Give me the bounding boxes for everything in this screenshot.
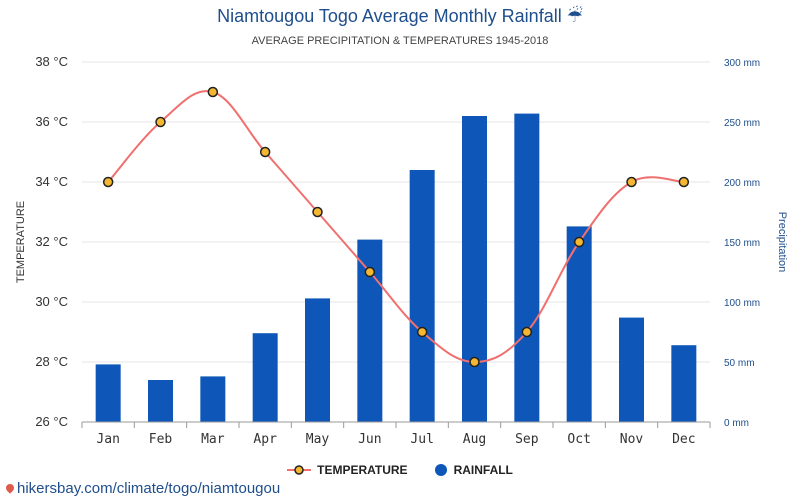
temperature-point bbox=[416, 326, 428, 338]
rainfall-bars bbox=[95, 113, 697, 422]
x-tick-label: Aug bbox=[463, 432, 486, 447]
rainfall-bar bbox=[305, 298, 330, 422]
temperature-point bbox=[312, 206, 323, 218]
temperature-point bbox=[102, 176, 114, 188]
grid-lines bbox=[82, 61, 710, 423]
y-left-tick-label: 30 °C bbox=[35, 294, 68, 309]
x-tick-label: Feb bbox=[149, 432, 173, 447]
legend-label-rainfall: RAINFALL bbox=[453, 463, 513, 477]
temperature-point bbox=[469, 356, 480, 368]
rainfall-bar bbox=[566, 226, 592, 422]
y-right-tick-label: 300 mm bbox=[724, 58, 760, 69]
temperature-point bbox=[259, 146, 271, 158]
footer-link[interactable]: hikersbay.com/climate/togo/niamtougou bbox=[4, 480, 281, 497]
x-tick-label: Jun bbox=[358, 432, 381, 447]
rainfall-legend-icon bbox=[434, 464, 447, 476]
y-right-tick-label: 150 mm bbox=[724, 238, 760, 249]
temperature-point bbox=[521, 326, 533, 338]
y-left-axis-title: TEMPERATURE bbox=[15, 201, 27, 283]
legend-item-rainfall[interactable]: RAINFALL bbox=[434, 463, 513, 477]
y-right-tick-label: 250 mm bbox=[724, 118, 760, 129]
temperature-point bbox=[573, 236, 585, 248]
rainfall-bar bbox=[671, 345, 697, 422]
chart-legend: TEMPERATURE RAINFALL bbox=[0, 463, 800, 477]
rainfall-bar bbox=[514, 113, 540, 422]
y-left-tick-label: 34 °C bbox=[35, 174, 68, 189]
y-left-tick-label: 28 °C bbox=[35, 354, 68, 369]
temperature-point bbox=[207, 86, 219, 98]
temperature-line bbox=[102, 86, 690, 368]
x-tick-label: Jul bbox=[410, 432, 433, 447]
rainfall-bar bbox=[148, 380, 173, 422]
y-left-tick-label: 38 °C bbox=[35, 54, 68, 69]
axis-labels: 26 °C 28 °C 30 °C 32 °C 34 °C 36 °C 38 °C 0 mm 5… bbox=[15, 54, 788, 447]
y-right-tick-label: 50 mm bbox=[724, 358, 755, 369]
y-left-tick-label: 26 °C bbox=[35, 414, 68, 429]
y-left-tick-label: 32 °C bbox=[35, 234, 68, 249]
rainfall-bar bbox=[409, 170, 435, 422]
x-tick-label: Apr bbox=[253, 432, 277, 447]
rainfall-bar bbox=[619, 317, 644, 422]
temperature-point bbox=[626, 176, 637, 188]
footer-link-text: hikersbay.com/climate/togo/niamtougou bbox=[17, 480, 281, 497]
x-tick-label: Mar bbox=[201, 432, 225, 447]
y-right-axis-title: Precipitation bbox=[776, 212, 788, 273]
location-pin-icon bbox=[4, 482, 16, 494]
y-right-tick-label: 100 mm bbox=[724, 298, 760, 309]
y-left-tick-label: 36 °C bbox=[35, 114, 68, 129]
temperature-point bbox=[155, 116, 166, 128]
chart-subtitle: AVERAGE PRECIPITATION & TEMPERATURES 194… bbox=[251, 35, 549, 47]
rainfall-bar bbox=[462, 116, 487, 422]
x-tick-label: Jan bbox=[96, 432, 119, 447]
rainfall-bar bbox=[95, 364, 121, 422]
chart-title: Niamtougou Togo Average Monthly Rainfall… bbox=[217, 6, 583, 26]
x-tick-label: Oct bbox=[567, 432, 590, 447]
rainfall-bar bbox=[200, 376, 226, 422]
x-tick-label: Nov bbox=[620, 432, 644, 447]
temperature-point bbox=[678, 176, 690, 188]
temperature-point bbox=[364, 266, 376, 278]
x-tick-label: May bbox=[306, 432, 330, 447]
x-tick-label: Sep bbox=[515, 432, 539, 447]
rainfall-bar bbox=[252, 333, 278, 422]
axes bbox=[81, 421, 711, 428]
y-right-tick-label: 0 mm bbox=[724, 418, 749, 429]
temperature-legend-icon bbox=[287, 465, 312, 475]
legend-item-temperature[interactable]: TEMPERATURE bbox=[287, 463, 408, 477]
legend-label-temperature: TEMPERATURE bbox=[317, 463, 408, 477]
temperature-line-path bbox=[107, 90, 684, 364]
x-tick-label: Dec bbox=[672, 432, 695, 447]
y-right-tick-label: 200 mm bbox=[724, 178, 760, 189]
